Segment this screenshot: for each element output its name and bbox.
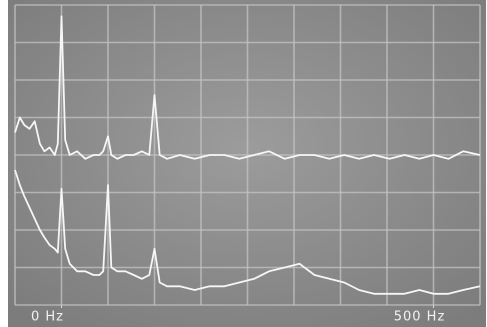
spectrum-trace xyxy=(14,169,481,295)
traces xyxy=(14,15,481,295)
x-tick-label: 500 Hz xyxy=(394,310,446,325)
labels: 0 Hz 500 Hz xyxy=(31,305,446,325)
x-tick-label: 0 Hz xyxy=(31,310,64,325)
spectrum-trace xyxy=(14,15,481,160)
